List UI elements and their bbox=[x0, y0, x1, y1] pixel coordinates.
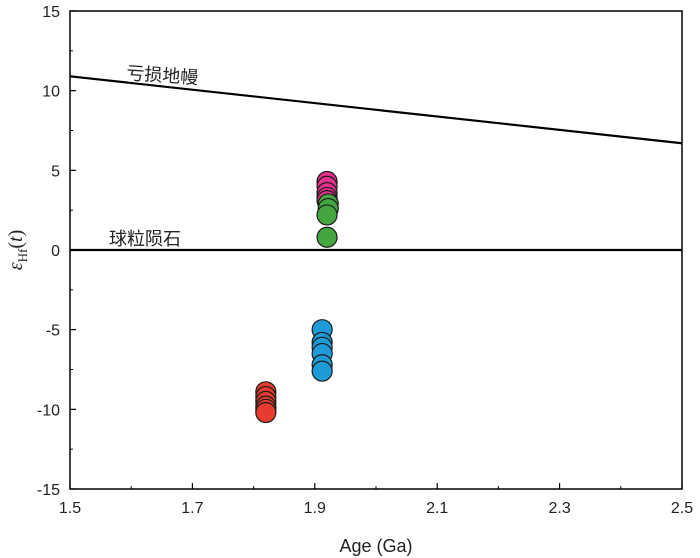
blue-point bbox=[311, 360, 333, 382]
svg-text:εHf(t): εHf(t) bbox=[5, 230, 30, 271]
depleted-mantle-label: 亏损地幔 bbox=[126, 63, 199, 89]
y-tick-label: -5 bbox=[46, 323, 60, 340]
x-axis-title: Age (Ga) bbox=[339, 536, 412, 556]
chur-label: 球粒陨石 bbox=[109, 229, 181, 250]
y-axis-variable: t bbox=[5, 236, 27, 242]
y-tick-label: -15 bbox=[37, 482, 60, 499]
y-tick-label: 5 bbox=[51, 163, 60, 180]
ticks-layer: 1.5 1.7 1.9 2.1 2.3 2.5 15 10 5 0 -5 -10 -15 bbox=[37, 4, 693, 517]
x-tick-label: 2.5 bbox=[671, 500, 693, 517]
y-tick-label: 15 bbox=[42, 4, 60, 21]
plot-layer bbox=[69, 75, 683, 424]
green-point bbox=[316, 226, 338, 248]
y-axis-title: εHf(t) bbox=[5, 230, 30, 271]
x-tick-label: 2.3 bbox=[548, 500, 570, 517]
green-point bbox=[316, 204, 338, 226]
x-tick-label: 1.5 bbox=[59, 500, 81, 517]
y-tick-label: -10 bbox=[37, 402, 60, 419]
red-point bbox=[255, 401, 277, 424]
y-tick-label: 0 bbox=[51, 243, 60, 260]
y-axis-subscript: Hf bbox=[15, 248, 30, 262]
x-tick-label: 1.7 bbox=[181, 500, 203, 517]
depleted-mantle-line bbox=[69, 75, 683, 145]
y-axis-symbol: ε bbox=[5, 262, 27, 270]
x-tick-label: 2.1 bbox=[426, 500, 448, 517]
y-axis-open-paren: ( bbox=[5, 242, 27, 249]
y-tick-label: 10 bbox=[42, 84, 60, 101]
y-axis-close-paren: ) bbox=[5, 230, 27, 237]
x-tick-label: 1.9 bbox=[304, 500, 326, 517]
